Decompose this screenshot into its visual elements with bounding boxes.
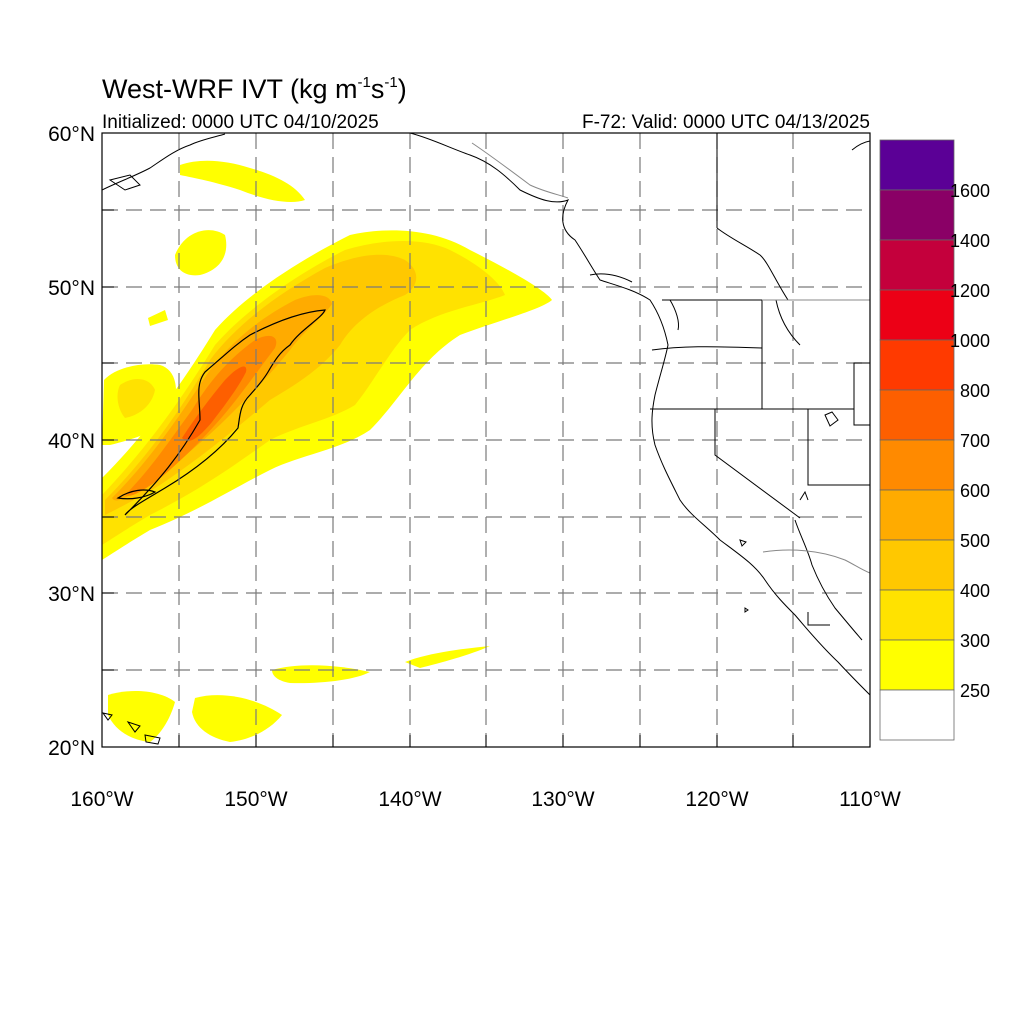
colorbar-label: 400 <box>960 581 990 601</box>
lat-label-20: 20°N <box>48 737 95 760</box>
colorbar-label: 500 <box>960 531 990 551</box>
lon-label-110w: 110°W <box>839 788 901 811</box>
lat-label-50: 50°N <box>48 277 95 300</box>
valid-time-label: F-72: Valid: 0000 UTC 04/13/2025 <box>582 112 870 133</box>
lon-label-160w: 160°W <box>70 788 133 811</box>
ivt-shading-300 <box>102 241 505 545</box>
lon-label-130w: 130°W <box>531 788 594 811</box>
canada-us-border <box>471 142 870 301</box>
colorbar-box <box>879 539 955 591</box>
colorbar-box <box>879 689 955 741</box>
colorbar-box <box>879 189 955 241</box>
lon-label-120w: 120°W <box>685 788 748 811</box>
colorbar-box <box>879 489 955 541</box>
colorbar-label: 600 <box>960 481 990 501</box>
lon-label-150w: 150°W <box>224 788 287 811</box>
figure-title: West-WRF IVT (kg m-1s-1) <box>102 74 407 104</box>
map-plot-area <box>102 133 870 747</box>
colorbar-label: 250 <box>960 681 990 701</box>
latitude-labels: 60°N 50°N 40°N 30°N 20°N <box>48 123 95 760</box>
lat-label-60: 60°N <box>48 123 95 146</box>
colorbar-box <box>879 439 955 491</box>
colorbar-box <box>879 339 955 391</box>
ivt-contour <box>116 309 326 516</box>
colorbar-label: 1200 <box>950 281 990 301</box>
colorbar-label: 1600 <box>950 181 990 201</box>
colorbar-box <box>879 289 955 341</box>
colorbar-box <box>879 389 955 441</box>
axis-ticks <box>101 132 871 748</box>
colorbar-label: 700 <box>960 431 990 451</box>
lon-label-140w: 140°W <box>378 788 441 811</box>
longitude-labels: 160°W 150°W 140°W 130°W 120°W 110°W <box>70 788 901 811</box>
colorbar-labels: 1600 1400 1200 1000 800 700 600 500 400 300 250 <box>950 181 990 701</box>
lat-label-30: 30°N <box>48 583 95 606</box>
colorbar-box <box>879 139 955 191</box>
coastlines <box>102 133 870 745</box>
colorbar-label: 1000 <box>950 331 990 351</box>
graticule <box>102 133 870 747</box>
colorbar-label: 300 <box>960 631 990 651</box>
colorbar-label: 800 <box>960 381 990 401</box>
colorbar <box>879 139 955 741</box>
colorbar-box <box>879 239 955 291</box>
colorbar-label: 1400 <box>950 231 990 251</box>
colorbar-box <box>879 639 955 691</box>
colorbar-box <box>879 589 955 641</box>
init-time-label: Initialized: 0000 UTC 04/10/2025 <box>102 112 379 133</box>
lat-label-40: 40°N <box>48 430 95 453</box>
